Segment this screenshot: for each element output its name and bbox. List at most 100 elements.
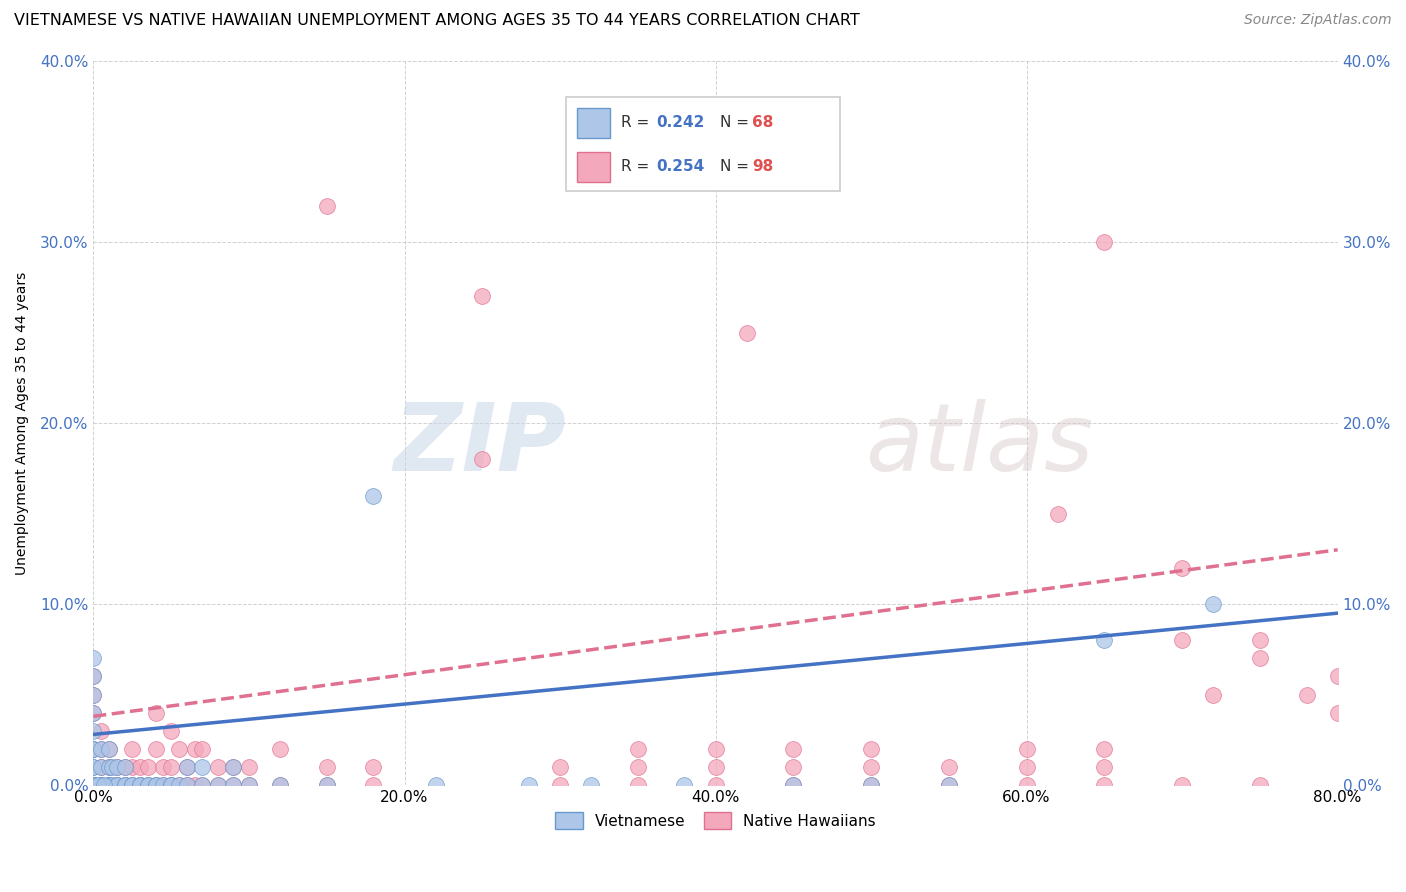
- Point: [87, 778, 110, 792]
- Point: [129, 760, 152, 774]
- Point: [121, 778, 143, 792]
- Point: [93, 778, 115, 792]
- Point: [145, 706, 167, 720]
- Point: [191, 760, 214, 774]
- Point: [136, 778, 159, 792]
- Point: [1015, 742, 1038, 756]
- Point: [82, 778, 104, 792]
- Point: [860, 742, 883, 756]
- Point: [160, 778, 183, 792]
- Point: [82, 778, 104, 792]
- Text: VIETNAMESE VS NATIVE HAWAIIAN UNEMPLOYMENT AMONG AGES 35 TO 44 YEARS CORRELATION: VIETNAMESE VS NATIVE HAWAIIAN UNEMPLOYME…: [14, 13, 860, 29]
- Point: [363, 778, 385, 792]
- Point: [1015, 760, 1038, 774]
- Point: [1092, 742, 1115, 756]
- Point: [471, 452, 494, 467]
- Point: [191, 778, 214, 792]
- Point: [98, 778, 121, 792]
- Point: [238, 778, 260, 792]
- Point: [98, 778, 121, 792]
- Point: [98, 760, 121, 774]
- Point: [82, 742, 104, 756]
- Point: [105, 778, 128, 792]
- Point: [90, 760, 112, 774]
- Point: [176, 760, 198, 774]
- Point: [90, 778, 112, 792]
- Point: [1046, 507, 1069, 521]
- Point: [82, 778, 104, 792]
- Point: [363, 760, 385, 774]
- Point: [82, 706, 104, 720]
- Point: [238, 760, 260, 774]
- Point: [207, 778, 229, 792]
- Point: [82, 778, 104, 792]
- Point: [1171, 778, 1194, 792]
- Point: [627, 778, 650, 792]
- Point: [1092, 760, 1115, 774]
- Point: [90, 723, 112, 738]
- Point: [517, 778, 540, 792]
- Point: [129, 778, 152, 792]
- Point: [1326, 669, 1348, 683]
- Point: [121, 742, 143, 756]
- Point: [121, 778, 143, 792]
- Point: [98, 742, 121, 756]
- Point: [82, 706, 104, 720]
- Point: [167, 778, 190, 792]
- Point: [114, 760, 136, 774]
- Point: [363, 489, 385, 503]
- Point: [191, 742, 214, 756]
- Point: [129, 778, 152, 792]
- Point: [704, 760, 727, 774]
- Point: [82, 669, 104, 683]
- Point: [1249, 778, 1271, 792]
- Point: [136, 778, 159, 792]
- Point: [152, 778, 174, 792]
- Point: [82, 778, 104, 792]
- Point: [938, 760, 960, 774]
- Point: [207, 778, 229, 792]
- Point: [160, 778, 183, 792]
- Point: [207, 760, 229, 774]
- Point: [145, 778, 167, 792]
- Point: [114, 778, 136, 792]
- Point: [860, 778, 883, 792]
- Point: [82, 778, 104, 792]
- Point: [1171, 561, 1194, 575]
- Point: [938, 778, 960, 792]
- Point: [1092, 633, 1115, 648]
- Text: ZIP: ZIP: [394, 399, 567, 491]
- Point: [82, 778, 104, 792]
- Point: [90, 742, 112, 756]
- Point: [1092, 778, 1115, 792]
- Point: [471, 289, 494, 303]
- Point: [548, 778, 571, 792]
- Point: [191, 778, 214, 792]
- Point: [82, 742, 104, 756]
- Point: [704, 742, 727, 756]
- Point: [105, 760, 128, 774]
- Point: [1249, 633, 1271, 648]
- Point: [82, 760, 104, 774]
- Point: [129, 778, 152, 792]
- Text: Source: ZipAtlas.com: Source: ZipAtlas.com: [1244, 13, 1392, 28]
- Point: [627, 760, 650, 774]
- Point: [114, 778, 136, 792]
- Point: [82, 669, 104, 683]
- Point: [673, 778, 696, 792]
- Point: [183, 742, 205, 756]
- Point: [860, 760, 883, 774]
- Point: [735, 326, 758, 340]
- Point: [160, 760, 183, 774]
- Point: [160, 723, 183, 738]
- Point: [145, 778, 167, 792]
- Point: [105, 778, 128, 792]
- Point: [1249, 651, 1271, 665]
- Point: [315, 760, 337, 774]
- Point: [152, 778, 174, 792]
- Point: [176, 778, 198, 792]
- Legend: Vietnamese, Native Hawaiians: Vietnamese, Native Hawaiians: [548, 805, 882, 836]
- Point: [98, 760, 121, 774]
- Point: [425, 778, 447, 792]
- Point: [782, 778, 804, 792]
